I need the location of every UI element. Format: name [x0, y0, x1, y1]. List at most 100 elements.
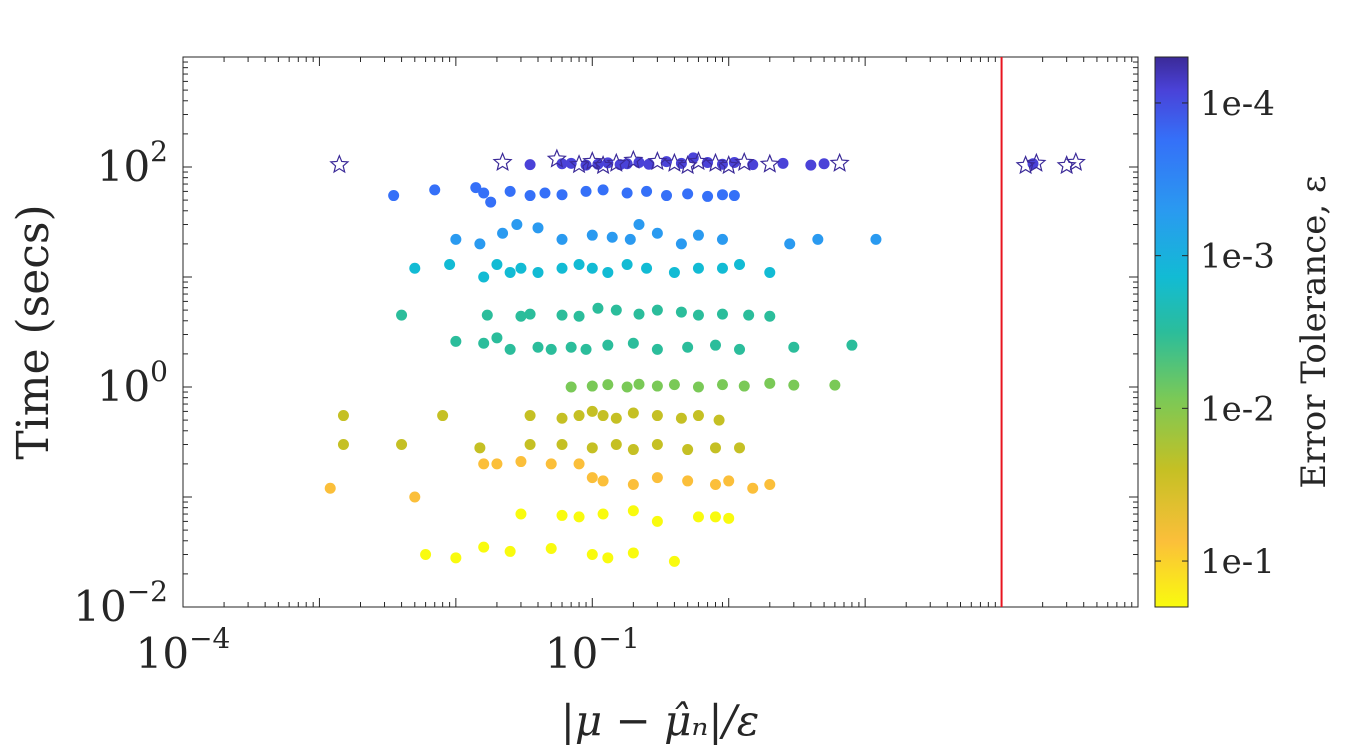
- data-point: [675, 306, 687, 318]
- data-point: [532, 341, 544, 353]
- data-point: [524, 439, 536, 451]
- data-point: [573, 258, 585, 270]
- star-point: [623, 149, 644, 169]
- star-point: [492, 151, 513, 172]
- axis-ticks: [182, 57, 1138, 608]
- data-point: [481, 309, 493, 321]
- data-point: [337, 439, 349, 451]
- data-point: [586, 380, 598, 392]
- x-tick-label: 10−4: [136, 622, 231, 678]
- data-point: [491, 458, 503, 470]
- data-point: [747, 482, 759, 494]
- data-point: [497, 227, 509, 239]
- data-point: [478, 271, 490, 283]
- data-point: [764, 266, 776, 278]
- data-point: [515, 262, 527, 274]
- star-point: [734, 151, 755, 172]
- data-point: [545, 458, 557, 470]
- data-point: [682, 188, 694, 200]
- data-point: [586, 405, 598, 417]
- data-point: [586, 549, 598, 561]
- star-point: [1026, 152, 1047, 172]
- data-point: [716, 379, 728, 391]
- data-point: [602, 379, 614, 391]
- data-point: [627, 547, 639, 559]
- data-point: [565, 341, 577, 353]
- data-point: [586, 472, 598, 484]
- data-point: [692, 309, 704, 321]
- data-point: [829, 379, 841, 391]
- data-point: [597, 475, 609, 487]
- data-point: [682, 444, 694, 456]
- data-point: [602, 266, 614, 278]
- data-point: [444, 258, 456, 270]
- data-point: [586, 229, 598, 241]
- star-point: [664, 152, 685, 172]
- data-point: [610, 304, 622, 316]
- data-point: [668, 379, 680, 391]
- data-point: [532, 266, 544, 278]
- data-point: [764, 377, 776, 389]
- data-point: [515, 508, 527, 520]
- data-point: [450, 335, 462, 347]
- plot-area: [182, 56, 1139, 608]
- data-point: [692, 381, 704, 393]
- data-point: [651, 515, 663, 527]
- data-points: [324, 152, 1039, 567]
- data-point: [641, 262, 653, 274]
- star-point: [606, 152, 627, 172]
- data-point: [556, 439, 568, 451]
- data-point: [610, 412, 622, 424]
- data-point: [565, 157, 577, 169]
- data-point: [716, 233, 728, 245]
- data-point: [627, 407, 639, 419]
- data-point: [524, 410, 536, 422]
- data-point: [478, 337, 490, 349]
- data-point: [651, 380, 663, 392]
- data-point: [784, 238, 796, 250]
- data-point: [504, 185, 516, 197]
- star-point: [582, 151, 603, 171]
- star-point: [329, 154, 350, 174]
- star-point: [546, 148, 567, 168]
- data-point: [641, 185, 653, 197]
- data-point: [805, 159, 817, 171]
- data-point: [734, 258, 746, 270]
- data-point: [545, 543, 557, 555]
- data-point: [556, 509, 568, 521]
- data-point: [764, 478, 776, 490]
- data-point: [818, 158, 830, 170]
- data-point: [675, 157, 687, 169]
- y-axis-label: Time (secs): [8, 204, 59, 459]
- data-point: [675, 412, 687, 424]
- data-point: [716, 308, 728, 320]
- data-point: [728, 190, 740, 202]
- data-point: [450, 552, 462, 564]
- data-point: [515, 310, 527, 322]
- data-point: [388, 190, 400, 202]
- data-point: [682, 475, 694, 487]
- data-point: [524, 159, 536, 171]
- data-point: [532, 222, 544, 234]
- data-point: [597, 508, 609, 520]
- data-point: [396, 439, 408, 451]
- colorbar-tick-label: 1e-4: [1200, 84, 1275, 124]
- data-point: [504, 266, 516, 278]
- star-point: [688, 151, 709, 171]
- data-point: [709, 511, 721, 523]
- colorbar: [1154, 56, 1189, 608]
- data-point: [429, 184, 441, 196]
- star-point: [759, 153, 780, 173]
- data-point: [556, 309, 568, 321]
- data-point: [709, 478, 721, 490]
- data-point: [692, 229, 704, 241]
- star-point: [829, 152, 850, 172]
- data-point: [621, 187, 633, 199]
- data-point: [409, 262, 421, 274]
- data-point: [524, 190, 536, 202]
- data-point: [437, 410, 449, 422]
- data-point: [682, 341, 694, 353]
- data-point: [511, 219, 523, 231]
- y-tick-labels: 10−2 100 102: [73, 135, 168, 631]
